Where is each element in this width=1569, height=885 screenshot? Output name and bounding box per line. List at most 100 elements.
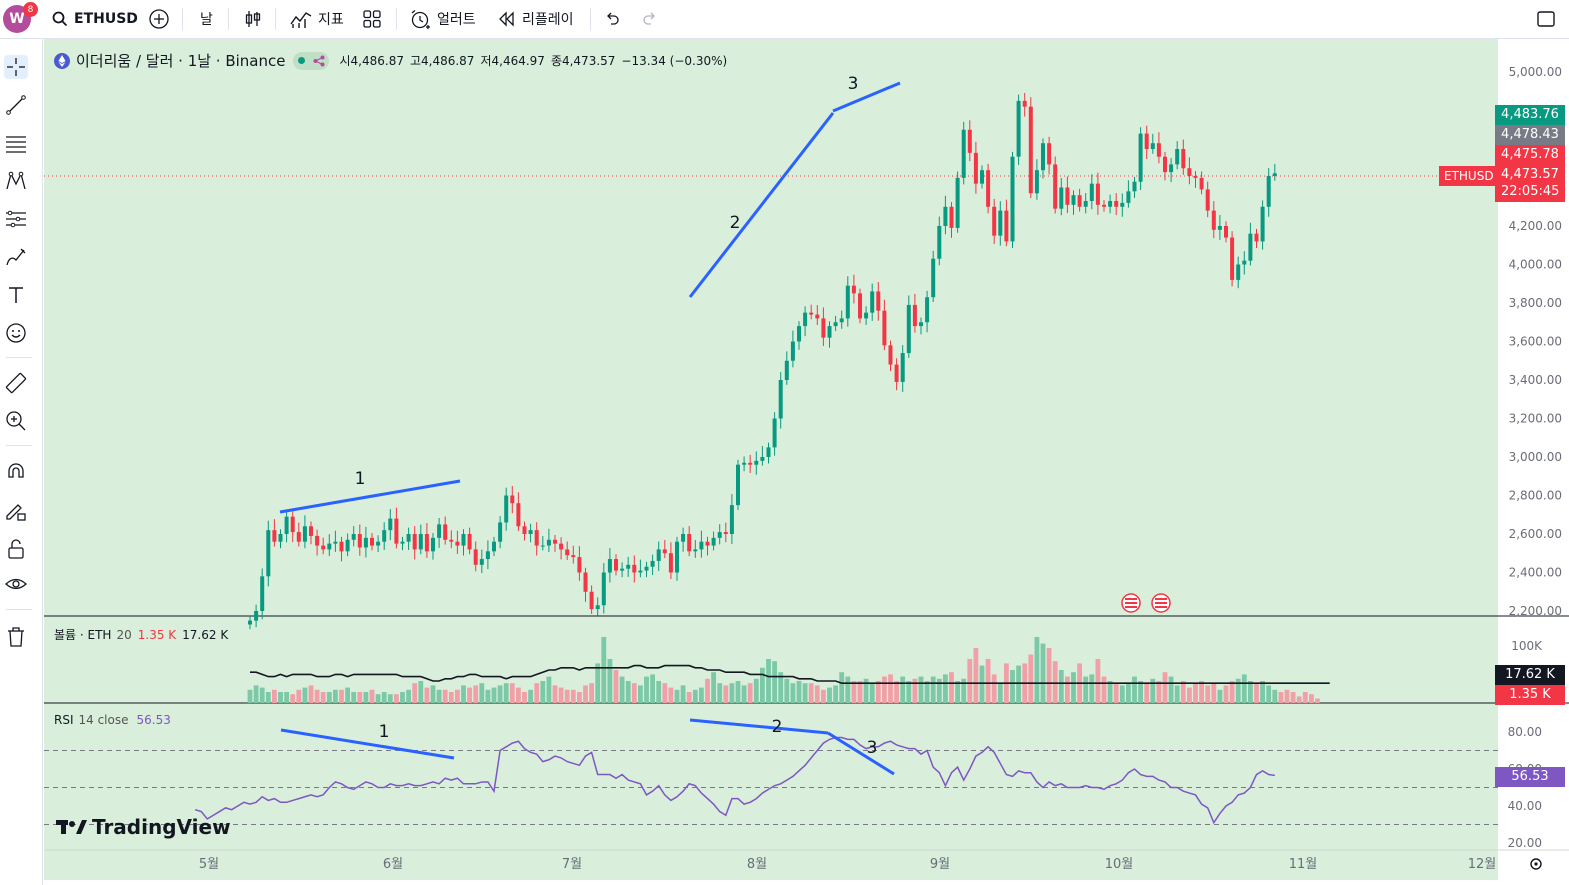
candle-body [1144,133,1149,149]
volume-bar [589,683,594,703]
grid-icon [363,10,381,28]
crosshair-tool[interactable] [4,55,28,79]
us-event-icon[interactable] [1151,593,1171,613]
trendline-tool[interactable] [4,93,28,117]
fullscreen-button[interactable] [1536,0,1556,38]
candle-body [876,291,881,311]
measure-tool[interactable] [4,371,28,395]
volume-bar [662,683,668,703]
compare-button[interactable] [148,0,170,38]
candle-body [705,541,710,546]
volume-bar [644,676,649,703]
redo-button[interactable] [641,0,659,38]
price-tag-3: 4,475.78 [1495,145,1565,165]
candle-body [278,534,283,542]
market-status-pill[interactable] [293,51,330,70]
volume-bar [1101,676,1107,703]
volume-bar [455,689,460,703]
magnet-tool[interactable] [4,461,28,485]
us-event-icon[interactable] [1121,593,1141,613]
pattern-tool[interactable] [4,169,28,193]
candle-body [1217,226,1222,230]
bar-countdown: 22:05:45 [1495,182,1565,202]
undo-button[interactable] [603,0,621,38]
symbol-search-button[interactable]: ETHUSD [52,0,138,38]
interval-button[interactable]: 날 [200,0,213,38]
rsi-trendline-2[interactable] [689,718,829,735]
forecast-tool[interactable] [4,207,28,231]
alert-button[interactable]: 얼러트 [409,0,476,38]
emoji-tool[interactable] [4,321,28,345]
candle-body [443,524,448,540]
drawing-mode-tool[interactable] [4,499,28,523]
remove-drawings-tool[interactable] [4,625,28,649]
fib-tool[interactable] [4,131,28,155]
settings-icon[interactable] [1530,858,1542,870]
volume-bar [680,685,686,703]
rsi-tick-label: 40.00 [1508,799,1542,813]
zoom-tool[interactable] [4,409,28,433]
candle-body [943,206,948,226]
rsi-trendline-3[interactable] [827,731,895,776]
trendline-1[interactable] [279,479,461,514]
volume-bar [1034,637,1040,703]
candle-body [949,206,954,228]
candle-body [1010,156,1015,242]
rsi-wave-label-2: 2 [772,717,783,737]
volume-bar [625,681,631,703]
indicators-button[interactable]: 지표 [290,0,344,38]
volume-bar [369,689,375,703]
candle-body [656,549,661,561]
price-tag-2: 4,478.43 [1495,125,1565,145]
candle-body [1224,226,1228,238]
volume-bar [1193,683,1198,703]
text-tool[interactable] [4,283,28,307]
volume-bar [875,681,881,703]
volume-bar [339,689,344,703]
rsi-indicator-name[interactable]: RSI [54,713,74,727]
volume-ma-tag: 17.62 K [1495,665,1565,685]
candle-body [1016,100,1021,157]
volume-bar [333,689,338,703]
volume-bar [314,689,320,703]
volume-bar [814,685,820,703]
volume-bar [278,692,283,703]
trendline-3[interactable] [832,81,901,113]
lock-tool[interactable] [4,537,28,561]
candle-body [900,353,905,382]
candle-body [339,541,344,552]
volume-bar [705,678,710,703]
symbol-title[interactable]: 이더리움 / 달러 · 1날 · Binance [76,52,286,70]
volume-bar [284,692,289,703]
rsi-wave-label-3: 3 [867,738,878,758]
volume-bar [424,687,430,703]
chart-type-button[interactable] [243,0,263,38]
rsi-tick-label: 80.00 [1508,725,1542,739]
candle-body [516,503,521,527]
volume-bar [961,678,967,703]
replay-button[interactable]: 리플레이 [498,0,574,38]
volume-bar [1296,696,1302,703]
volume-indicator-name[interactable]: 볼륨 · ETH [54,628,112,642]
rsi-trendline-1[interactable] [280,728,455,760]
volume-bar [949,672,954,703]
candle-body [980,170,984,184]
volume-bar [827,687,832,703]
trendline-2[interactable] [688,112,835,298]
tradingview-watermark[interactable]: TradingView [56,815,231,839]
volume-bar [1205,685,1211,703]
candle-body [1114,200,1119,207]
brush-tool[interactable] [4,245,28,269]
volume-bar [290,694,296,703]
layouts-button[interactable] [362,0,382,38]
candle-body [864,312,869,319]
lock-open-icon [8,539,24,559]
candle-body [565,549,570,556]
candle-body [754,460,759,465]
volume-bar [973,648,979,703]
candle-body [406,534,411,542]
visibility-tool[interactable] [4,573,28,597]
volume-bar [631,683,637,703]
candle-body [309,526,313,536]
